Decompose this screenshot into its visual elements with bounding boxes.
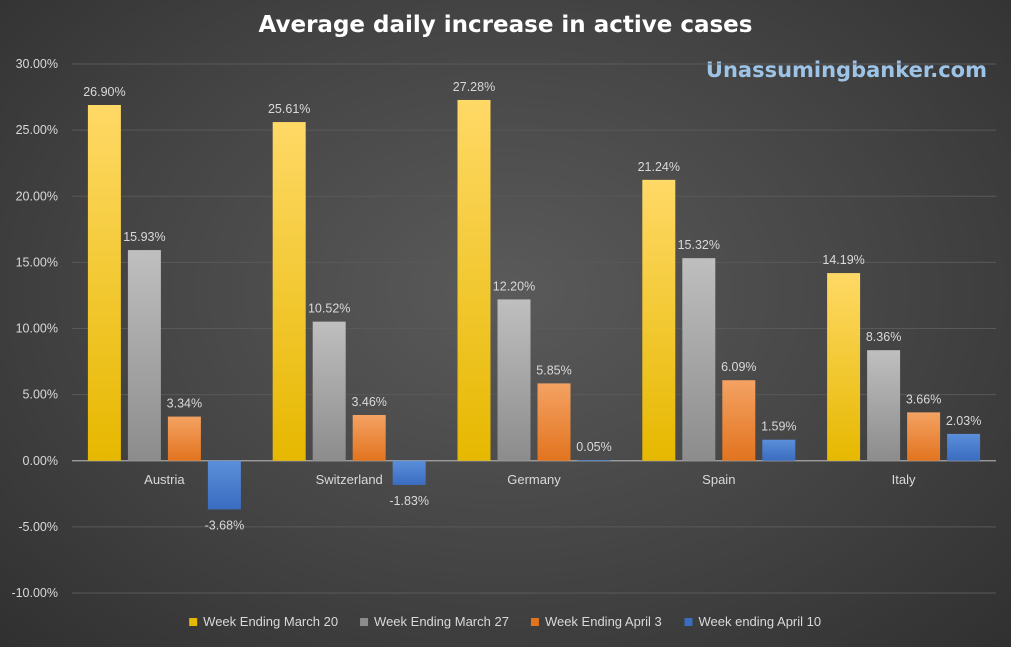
- bar: [762, 439, 796, 461]
- y-tick-label: 10.00%: [16, 322, 58, 336]
- data-label: 15.93%: [123, 230, 165, 244]
- bar: [87, 104, 121, 461]
- y-tick-label: 20.00%: [16, 189, 58, 203]
- y-tick-label: -10.00%: [11, 586, 58, 600]
- legend-swatch: [360, 618, 369, 626]
- bar: [312, 321, 346, 461]
- legend-label: Week Ending March 20: [203, 614, 338, 629]
- bar: [497, 299, 531, 461]
- data-label: 12.20%: [493, 279, 535, 293]
- data-label: 3.34%: [167, 397, 202, 411]
- x-category-label: Spain: [702, 472, 735, 487]
- data-label: 21.24%: [638, 160, 680, 174]
- bar: [907, 412, 941, 461]
- bar: [537, 383, 571, 461]
- data-label: 5.85%: [536, 363, 571, 377]
- data-label: 6.09%: [721, 360, 756, 374]
- watermark: Unassumingbanker.com: [705, 58, 987, 82]
- x-category-label: Germany: [507, 472, 561, 487]
- y-tick-label: 0.00%: [23, 454, 58, 468]
- chart-title: Average daily increase in active cases: [258, 12, 753, 38]
- data-label: -3.68%: [205, 518, 245, 532]
- legend-label: Week Ending April 3: [545, 614, 662, 629]
- bar: [392, 460, 426, 485]
- data-label: 2.03%: [946, 414, 981, 428]
- legend-label: Week ending April 10: [698, 614, 821, 629]
- y-tick-label: 15.00%: [16, 255, 58, 269]
- data-label: -1.83%: [389, 494, 429, 508]
- bar: [722, 380, 756, 461]
- y-tick-label: 25.00%: [16, 123, 58, 137]
- legend-swatch: [530, 618, 539, 626]
- y-tick-label: 5.00%: [23, 388, 58, 402]
- x-category-label: Austria: [144, 472, 185, 487]
- bar: [127, 250, 161, 461]
- data-label: 8.36%: [866, 330, 901, 344]
- bar: [272, 122, 306, 461]
- bar: [642, 179, 676, 461]
- data-label: 3.46%: [351, 395, 386, 409]
- data-label: 26.90%: [83, 85, 125, 99]
- bar: [207, 460, 241, 510]
- legend-swatch: [189, 618, 198, 626]
- y-tick-label: 30.00%: [16, 57, 58, 71]
- data-label: 10.52%: [308, 302, 350, 316]
- bar: [682, 258, 716, 461]
- bar: [827, 273, 861, 461]
- bar: [457, 99, 491, 461]
- bar: [947, 433, 981, 461]
- x-category-label: Italy: [892, 472, 916, 487]
- y-tick-label: -5.00%: [18, 520, 58, 534]
- data-label: 25.61%: [268, 102, 310, 116]
- legend-swatch: [684, 618, 693, 626]
- x-category-label: Switzerland: [316, 472, 383, 487]
- data-label: 0.05%: [576, 440, 611, 454]
- bar: [867, 350, 901, 461]
- data-label: 1.59%: [761, 420, 796, 434]
- data-label: 15.32%: [678, 238, 720, 252]
- bar: [352, 414, 386, 461]
- bar: [577, 460, 611, 461]
- legend-label: Week Ending March 27: [374, 614, 509, 629]
- data-label: 14.19%: [822, 253, 864, 267]
- bar: [167, 416, 201, 461]
- data-label: 27.28%: [453, 80, 495, 94]
- data-label: 3.66%: [906, 392, 941, 406]
